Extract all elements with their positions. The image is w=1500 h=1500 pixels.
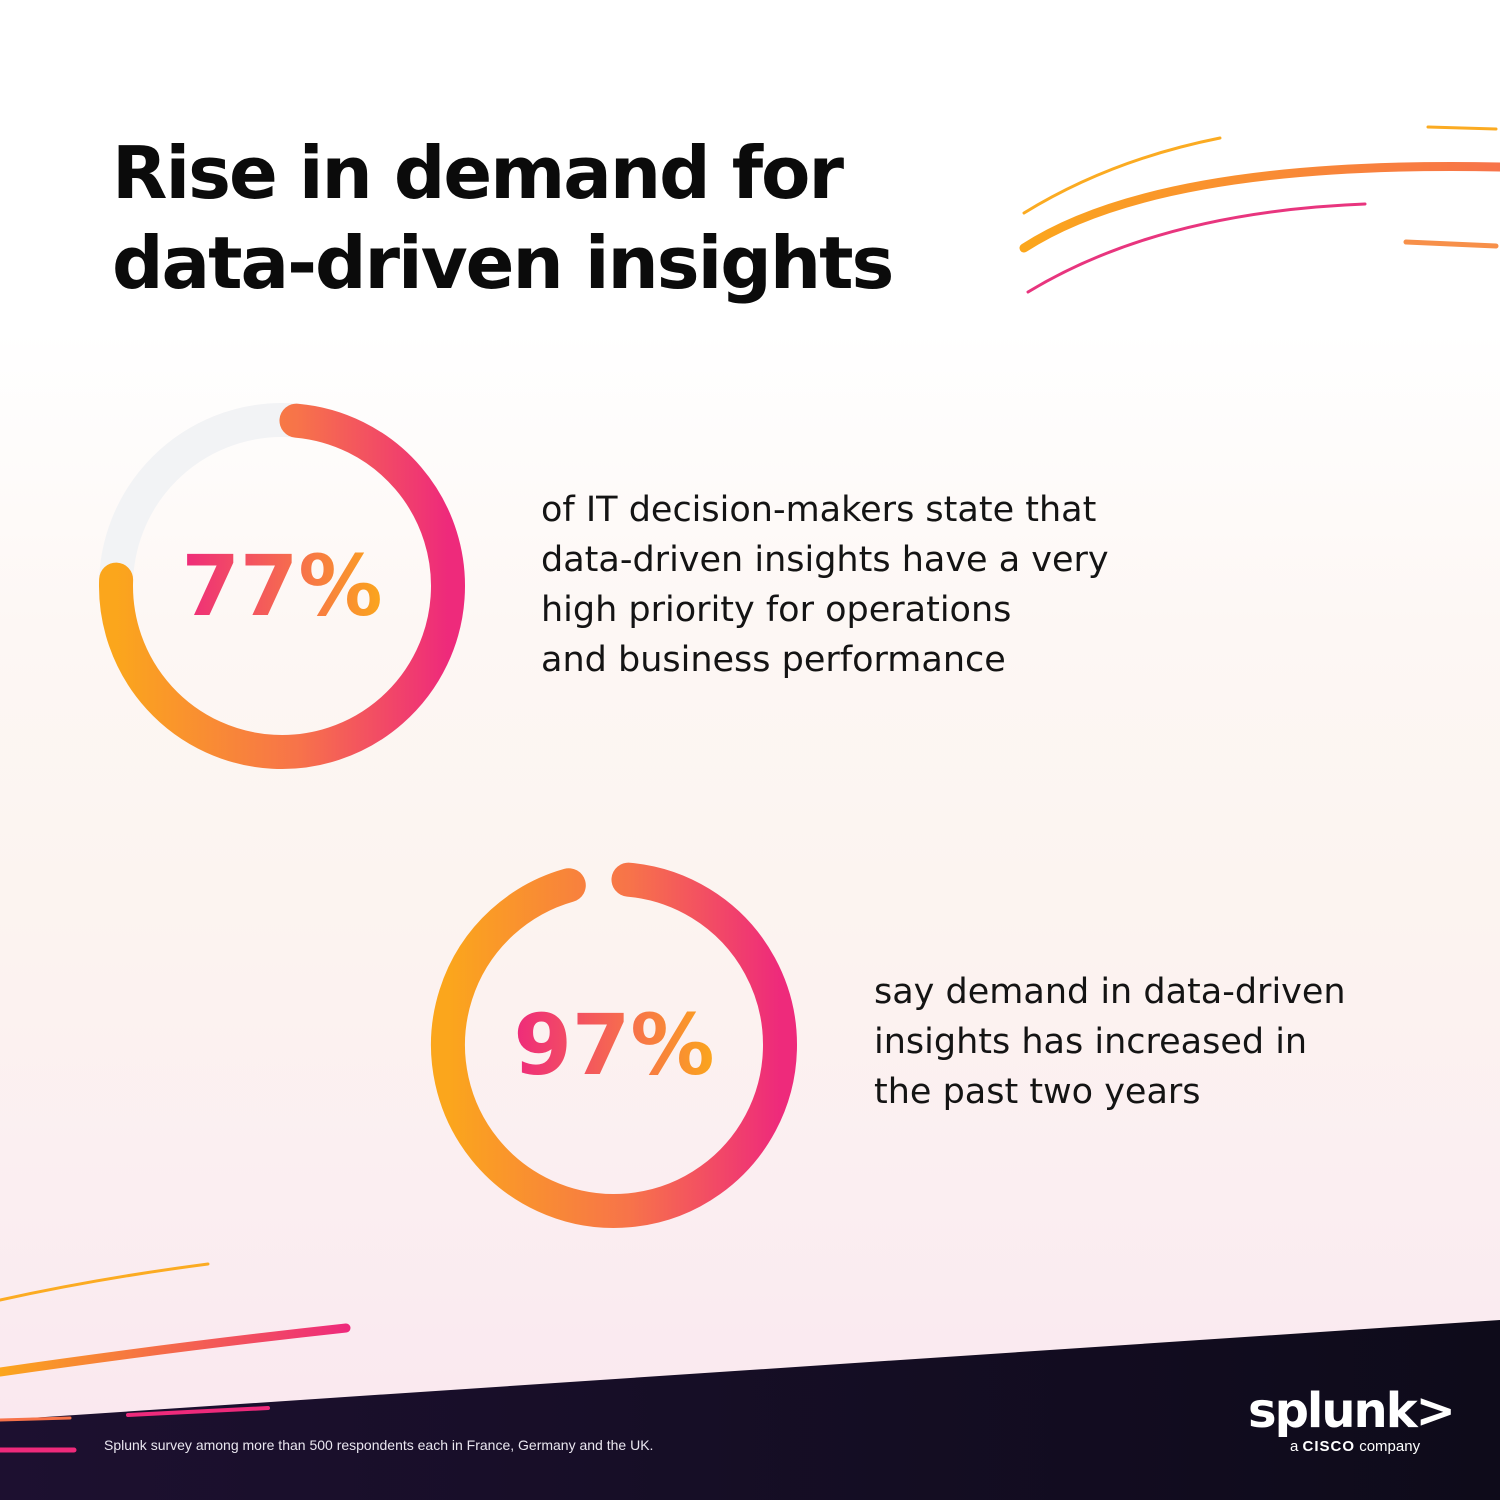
stat-1-description: of IT decision-makers state that data-dr… [541, 485, 1109, 685]
donut-2-value: 97% [513, 996, 714, 1094]
stat-2-line: the past two years [874, 1072, 1201, 1112]
stat-2-line: insights has increased in [874, 1022, 1308, 1062]
stat-1-line: and business performance [541, 640, 1006, 680]
logo-tagline-brand: CISCO [1302, 1438, 1356, 1455]
title-line-2: data-driven insights [112, 221, 894, 305]
stat-1-line: data-driven insights have a very [541, 540, 1109, 580]
stat-1-line: high priority for operations [541, 590, 1012, 630]
swoosh-bottom-yellow [0, 1262, 210, 1302]
swoosh-thin-pink [1026, 202, 1367, 294]
swoosh-bottom-short-pink [126, 1406, 270, 1417]
swoosh-short-orange [1403, 239, 1499, 249]
logo-tagline-suffix: company [1355, 1438, 1421, 1455]
swoosh-bottom-thick [0, 1323, 351, 1377]
swoosh-bottom-short-orange [0, 1416, 72, 1422]
donut-2-arc [431, 862, 797, 1228]
page-title: Rise in demand for data-driven insights [112, 128, 894, 308]
stat-2-description: say demand in data-driven insights has i… [874, 967, 1346, 1117]
footer-source-note: Splunk survey among more than 500 respon… [104, 1437, 654, 1453]
title-line-1: Rise in demand for [112, 131, 844, 215]
footer-band [0, 1320, 1500, 1500]
donut-1-value: 77% [181, 537, 382, 635]
stat-1-line: of IT decision-makers state that [541, 490, 1097, 530]
logo-tagline: a CISCO company [1290, 1438, 1420, 1455]
swoosh-short-yellow [1426, 125, 1498, 131]
swoosh-thick-orange [1019, 162, 1500, 253]
stat-2-line: say demand in data-driven [874, 972, 1346, 1012]
logo-tagline-prefix: a [1290, 1438, 1303, 1455]
donut-1-arc [99, 403, 465, 769]
splunk-logo: splunk> a CISCO company [1248, 1383, 1458, 1455]
swoosh-thin-yellow [1022, 136, 1222, 215]
logo-wordmark: splunk> [1248, 1383, 1456, 1439]
